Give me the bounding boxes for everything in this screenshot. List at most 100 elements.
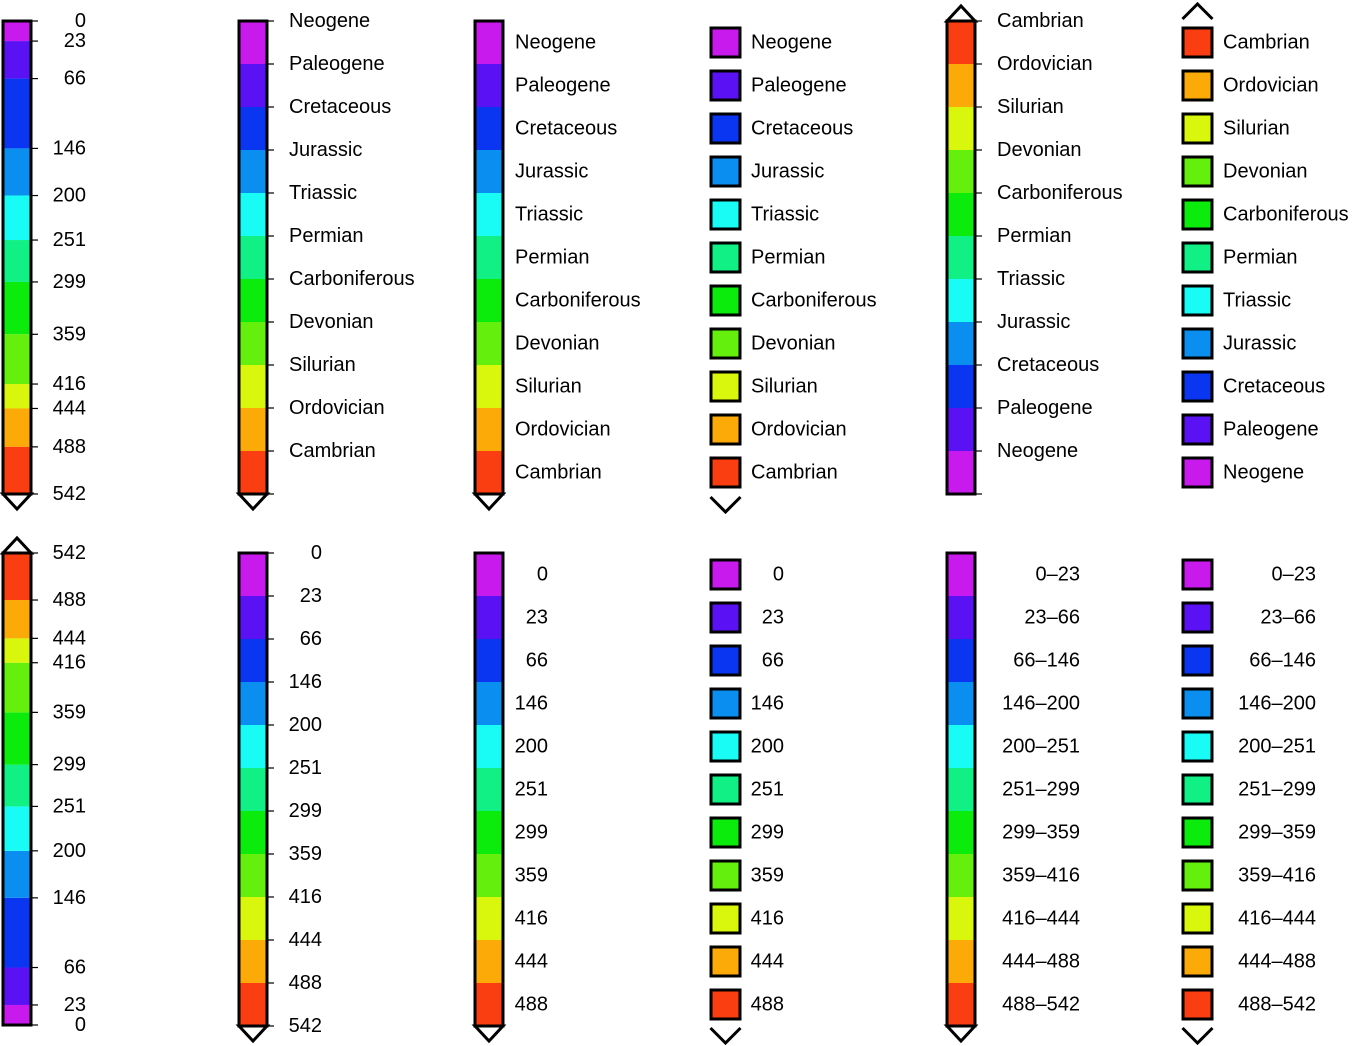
color-segment <box>947 365 975 408</box>
color-segment <box>239 596 267 639</box>
value-label: 0 <box>537 564 548 586</box>
period-label: Triassic <box>997 268 1065 290</box>
color-segment <box>239 150 267 193</box>
legend-swatch <box>709 456 742 489</box>
period-label: Cretaceous <box>751 118 853 140</box>
tick-label: 23 <box>64 994 86 1016</box>
value-label: 359 <box>751 865 784 887</box>
range-label: 200–251 <box>1002 736 1080 758</box>
tick-label: 66 <box>64 957 86 979</box>
color-segment <box>239 725 267 768</box>
period-label: Neogene <box>289 10 370 32</box>
color-segment <box>239 940 267 983</box>
legend-swatch <box>709 284 742 317</box>
period-label: Ordovician <box>289 397 385 419</box>
tick-label: 251 <box>53 795 86 817</box>
tick-label: 444 <box>53 397 86 419</box>
tick-label: 251 <box>53 229 86 251</box>
period-label: Devonian <box>515 333 600 355</box>
tick-label: 359 <box>289 843 322 865</box>
legend-swatch <box>709 859 742 892</box>
color-segment <box>475 725 503 768</box>
legend-swatch <box>1181 26 1214 59</box>
color-segment <box>3 195 31 241</box>
value-label: 23 <box>762 607 784 629</box>
value-label: 66 <box>526 650 548 672</box>
color-segment <box>475 21 503 64</box>
value-label: 23 <box>526 607 548 629</box>
period-label: Cretaceous <box>1223 376 1325 398</box>
color-segment <box>3 764 31 807</box>
legend-swatch <box>709 198 742 231</box>
color-segment <box>947 322 975 365</box>
period-label: Triassic <box>515 204 583 226</box>
color-segment <box>947 553 975 596</box>
tick-label: 299 <box>289 800 322 822</box>
color-segment <box>239 983 267 1026</box>
legend-ranges-boxes: 0–23 23–66 66–146 146–200 200–251 251–299 299–… <box>1181 558 1316 1046</box>
overflow-triangle-bottom <box>0 492 35 512</box>
color-segment <box>3 600 31 639</box>
color-segment <box>239 811 267 854</box>
period-label: Paleogene <box>289 53 385 75</box>
tick-label: 23 <box>300 585 322 607</box>
period-label: Neogene <box>751 32 832 54</box>
color-segment <box>947 408 975 451</box>
range-label: 359–416 <box>1002 865 1080 887</box>
period-label: Silurian <box>515 376 582 398</box>
period-label: Jurassic <box>289 139 362 161</box>
period-label: Cambrian <box>515 462 602 484</box>
period-label: Permian <box>997 225 1071 247</box>
legend-swatch <box>709 816 742 849</box>
color-segment <box>3 21 31 42</box>
legend-periods-boxes: Neogene Paleogene Cretaceous Jurassic Triass… <box>709 26 877 515</box>
period-label: Cambrian <box>1223 32 1310 54</box>
legend-swatch <box>1181 601 1214 634</box>
color-segment <box>947 897 975 940</box>
legend-swatch <box>709 69 742 102</box>
color-segment <box>239 408 267 451</box>
color-segment <box>947 64 975 107</box>
color-segment <box>947 682 975 725</box>
legend-swatch <box>709 370 742 403</box>
range-label: 23–66 <box>1260 607 1316 629</box>
period-label: Ordovician <box>1223 75 1319 97</box>
color-segment <box>239 639 267 682</box>
period-label: Jurassic <box>751 161 824 183</box>
value-label: 146 <box>515 693 548 715</box>
value-label: 488 <box>751 994 784 1016</box>
period-label: Silurian <box>997 96 1064 118</box>
value-label: 488 <box>515 994 548 1016</box>
color-segment <box>475 983 503 1026</box>
color-segment <box>947 768 975 811</box>
period-label: Devonian <box>997 139 1082 161</box>
overflow-triangle-bottom <box>235 1024 271 1044</box>
legend-swatch <box>709 945 742 978</box>
period-label: Ordovician <box>751 419 847 441</box>
color-segment <box>239 193 267 236</box>
tick-label: 146 <box>289 671 322 693</box>
period-label: Paleogene <box>997 397 1093 419</box>
range-label: 299–359 <box>1002 822 1080 844</box>
legend-swatch <box>1181 155 1214 188</box>
tick-label: 66 <box>64 68 86 90</box>
overflow-triangle-bottom <box>471 1024 507 1044</box>
color-segment <box>947 451 975 494</box>
tick-label: 488 <box>289 972 322 994</box>
legend-swatch <box>1181 284 1214 317</box>
tick-label: 359 <box>53 701 86 723</box>
period-label: Neogene <box>515 32 596 54</box>
overflow-triangle-bottom <box>471 492 507 512</box>
color-segment <box>947 811 975 854</box>
tick-label: 146 <box>53 137 86 159</box>
legend-swatch <box>1181 945 1214 978</box>
tick-label: 146 <box>53 887 86 909</box>
period-label: Triassic <box>289 182 357 204</box>
color-segment <box>239 897 267 940</box>
color-segment <box>475 811 503 854</box>
color-segment <box>947 983 975 1026</box>
color-segment <box>3 806 31 851</box>
overflow-chevron-bottom <box>709 495 742 515</box>
legend-swatch <box>709 241 742 274</box>
range-label: 299–359 <box>1238 822 1316 844</box>
